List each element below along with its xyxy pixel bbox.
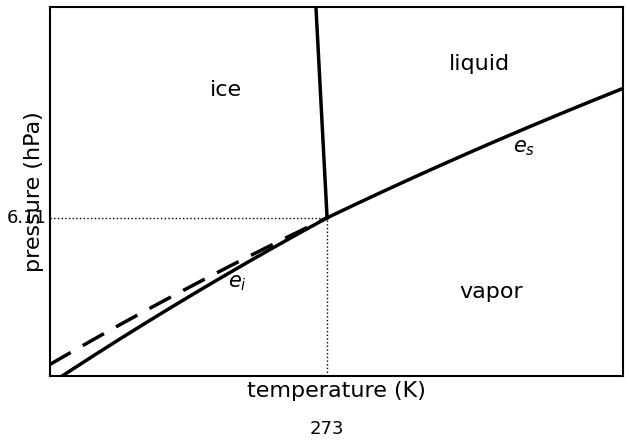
Y-axis label: pressure (hPa): pressure (hPa) <box>24 111 44 272</box>
Text: $e_i$: $e_i$ <box>227 273 246 293</box>
Text: ice: ice <box>210 81 242 101</box>
Text: vapor: vapor <box>459 282 523 303</box>
Text: 6.11: 6.11 <box>6 209 47 227</box>
Text: liquid: liquid <box>449 55 510 75</box>
X-axis label: temperature (K): temperature (K) <box>247 381 426 401</box>
Text: $e_s$: $e_s$ <box>513 138 535 157</box>
Text: 273: 273 <box>310 419 345 437</box>
